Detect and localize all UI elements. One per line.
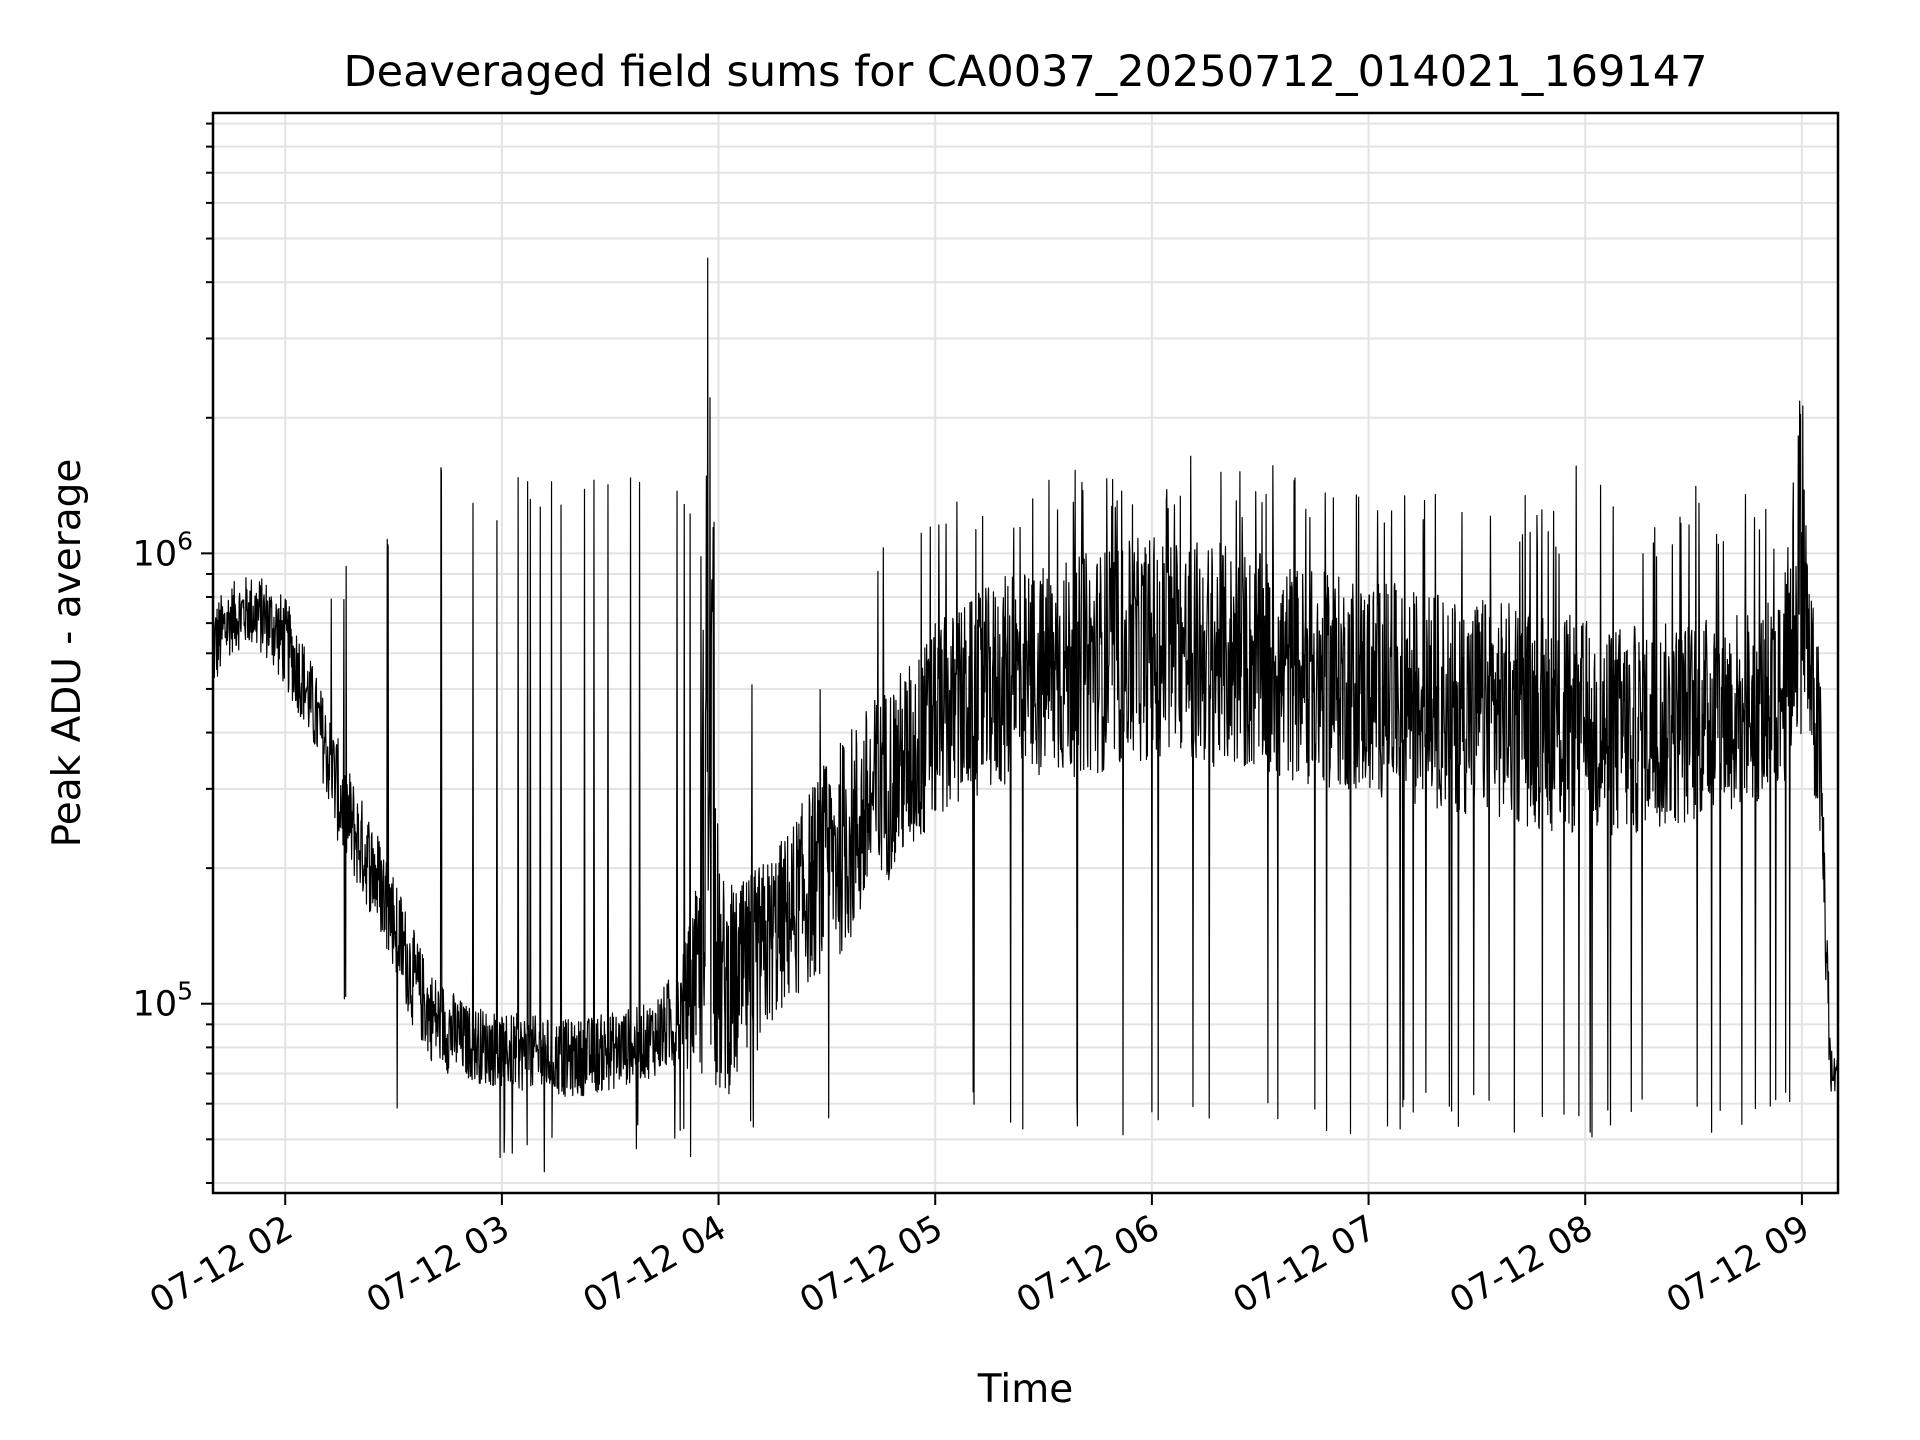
x-tick-label: 07-12 07	[1227, 1208, 1383, 1321]
x-tick-label: 07-12 02	[143, 1208, 299, 1321]
y-tick-exponent: 6	[177, 526, 193, 555]
x-tick-label: 07-12 09	[1660, 1208, 1816, 1321]
x-axis: 07-12 02 07-12 03 07-12 04 07-12 05 07-12 06…	[143, 1193, 1816, 1321]
y-tick-label: 106	[133, 526, 193, 574]
x-tick-label: 07-12 08	[1443, 1208, 1599, 1321]
chart-title: Deaveraged field sums for CA0037_2025071…	[344, 47, 1708, 97]
x-tick-label: 07-12 04	[577, 1208, 733, 1321]
x-tick-label: 07-12 03	[360, 1208, 516, 1321]
x-tick-label: 07-12 06	[1010, 1208, 1166, 1321]
series-line	[212, 257, 1839, 1173]
x-axis-label: Time	[977, 1367, 1073, 1412]
y-tick-base: 10	[133, 534, 178, 574]
y-axis-label: Peak ADU - average	[45, 459, 90, 848]
x-tick-label: 07-12 05	[793, 1208, 949, 1321]
y-tick-exponent: 5	[177, 977, 193, 1006]
y-tick-label: 105	[133, 977, 193, 1025]
y-tick-base: 10	[133, 985, 178, 1025]
data-series	[212, 257, 1839, 1173]
